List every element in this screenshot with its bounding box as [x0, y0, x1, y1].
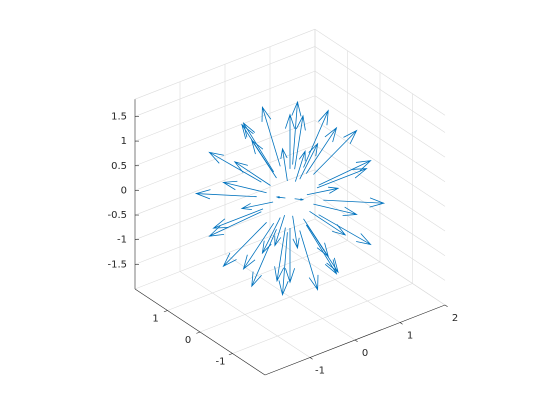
grid-line	[134, 70, 316, 142]
box-edge	[314, 28, 446, 116]
arrow	[208, 151, 262, 183]
arrow	[318, 160, 372, 186]
arrow	[299, 142, 319, 180]
grid-line	[314, 95, 446, 183]
arrow	[275, 196, 286, 199]
grid-line	[134, 120, 316, 191]
grid-line	[134, 144, 316, 216]
arrow	[285, 227, 295, 284]
arrow	[194, 189, 257, 200]
z-tick-label: 0.5	[111, 161, 127, 172]
arrow	[251, 229, 277, 288]
arrow	[294, 114, 306, 170]
z-tick-label: -0.5	[107, 210, 127, 221]
arrow	[242, 121, 275, 173]
grid-line	[134, 46, 316, 117]
x-tick-label: 1	[407, 331, 413, 342]
arrow	[222, 222, 267, 268]
box-edge	[314, 218, 446, 306]
arrow	[316, 168, 368, 189]
z-tick-label: 1.5	[111, 111, 127, 122]
arrow	[274, 227, 286, 283]
arrow	[294, 149, 306, 182]
arrow	[222, 180, 267, 194]
grid-line	[314, 194, 446, 281]
arrow	[292, 215, 300, 250]
arrow	[242, 222, 275, 271]
y-tick-label: -1	[216, 357, 226, 368]
grid-line	[314, 169, 446, 256]
arrow	[278, 232, 289, 297]
arrow	[313, 129, 358, 175]
arrow	[323, 197, 386, 208]
grid-line	[199, 261, 381, 333]
arrow	[318, 214, 372, 246]
grid-line	[232, 283, 413, 354]
z-tick-label: 1	[121, 136, 127, 147]
arrow	[208, 211, 262, 237]
arrow	[305, 224, 338, 275]
arrow	[309, 210, 347, 236]
arrow	[280, 147, 288, 182]
arrow	[291, 100, 302, 165]
arrow	[313, 203, 358, 216]
x-tick	[399, 322, 403, 325]
x-tick	[309, 357, 313, 360]
arrow	[251, 139, 277, 179]
z-tick-label: 0	[121, 185, 127, 196]
arrow	[261, 217, 281, 255]
x-tick-label: 2	[452, 313, 458, 324]
y-tick	[228, 353, 233, 356]
y-tick-label: 0	[185, 335, 191, 346]
grid-line	[314, 70, 446, 158]
arrow	[306, 186, 340, 196]
z-tick-label: -1.5	[107, 259, 127, 270]
z-tick-label: -1	[117, 235, 127, 246]
arrow	[303, 218, 329, 258]
y-tick	[163, 310, 168, 313]
arrow	[305, 126, 338, 174]
x-tick-label: -1	[315, 366, 325, 377]
grid-line	[134, 169, 316, 240]
y-tick-label: 1	[152, 314, 158, 325]
arrow	[274, 215, 286, 247]
x-tick	[444, 304, 448, 307]
grid-line	[134, 95, 316, 167]
box-edge	[134, 28, 316, 100]
arrow	[299, 230, 319, 291]
arrow	[285, 113, 295, 169]
arrow	[303, 109, 329, 168]
arrow	[261, 105, 281, 167]
y-tick	[196, 331, 201, 334]
arrow	[233, 161, 271, 186]
grid-line	[167, 240, 348, 311]
x-tick	[354, 339, 358, 342]
grid-line	[314, 46, 446, 133]
x-tick-label: 0	[362, 348, 368, 359]
grid-line	[314, 120, 446, 207]
arrow	[240, 201, 274, 211]
grid-line	[134, 194, 316, 265]
grid-line	[314, 144, 446, 232]
arrow	[212, 208, 264, 229]
arrow	[294, 198, 305, 201]
